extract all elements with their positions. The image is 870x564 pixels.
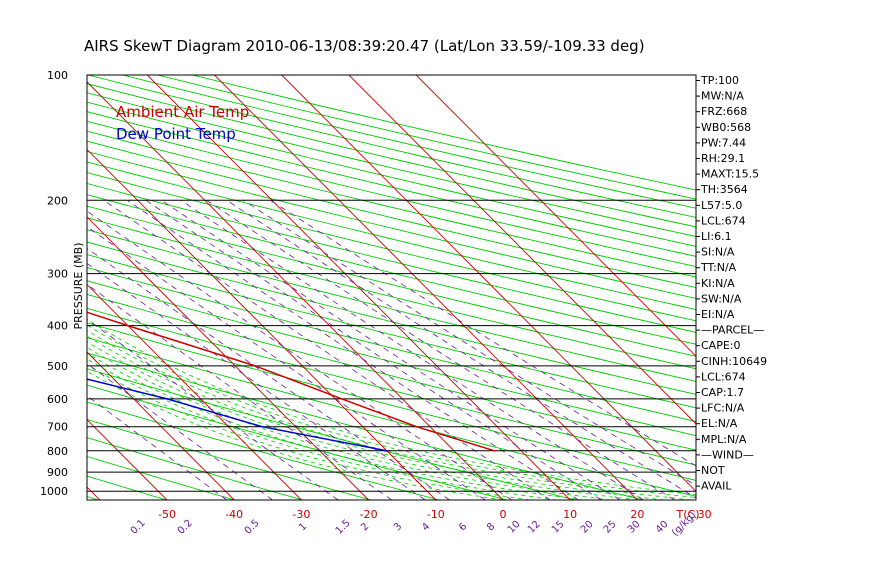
y-axis-label: PRESSURE (MB) <box>72 243 85 330</box>
bottom-temp-tick-label: 30 <box>698 508 712 521</box>
mixing-ratio-label: 0.5 <box>243 518 262 537</box>
index-entry: MW:N/A <box>701 90 744 103</box>
dry-adiabat-line <box>0 75 644 500</box>
mixing-ratio-label: 0.1 <box>129 518 148 537</box>
moist-adiabat-line <box>0 75 637 500</box>
series-point <box>341 398 343 400</box>
index-entry: MPL:N/A <box>701 433 747 446</box>
legend: Ambient Air Temp Dew Point Temp <box>116 103 249 143</box>
mixing-ratio-label: 40 <box>654 519 671 536</box>
index-entry: WB0:568 <box>701 121 751 134</box>
index-entry: LCL:674 <box>701 370 746 383</box>
pressure-tick-label: 1000 <box>40 485 68 498</box>
mixing-ratio-label: 3 <box>392 521 404 533</box>
mixing-ratio-label: 4 <box>420 521 432 533</box>
index-entry: SI:N/A <box>701 246 735 259</box>
indices-panel: TP:100 MW:N/A FRZ:668 WB0:568 PW:7.44 RH:29.1… <box>696 74 767 493</box>
index-entry: LCL:674 <box>701 214 746 227</box>
index-entry: —PARCEL— <box>701 324 764 337</box>
series-point <box>255 365 257 367</box>
mixing-ratio-label: 6 <box>457 521 469 533</box>
index-entry: LFC:N/A <box>701 402 745 415</box>
index-entry: RH:29.1 <box>701 152 745 165</box>
mixing-ratio-label: 8 <box>485 521 497 533</box>
mixing-ratio-label: 30 <box>626 519 643 536</box>
index-entry: MAXT:15.5 <box>701 168 759 181</box>
index-entry: EI:N/A <box>701 308 735 321</box>
isotherm-line <box>0 75 33 500</box>
index-entry: L57:5.0 <box>701 199 742 212</box>
dry-adiabat-line <box>0 75 30 500</box>
pressure-tick-label: 600 <box>47 393 68 406</box>
bottom-temp-tick-label: -20 <box>360 508 378 521</box>
mixing-ratio-line <box>270 200 752 500</box>
legend-entry: Dew Point Temp <box>116 125 236 143</box>
bottom-temp-tick-label: 20 <box>630 508 644 521</box>
index-entry: TH:3564 <box>700 183 748 196</box>
index-entry: LI:6.1 <box>701 230 732 243</box>
bottom-temp-tick-label: -40 <box>225 508 243 521</box>
mixing-ratio-label: 20 <box>579 519 596 536</box>
bottom-temp-tick-label: 10 <box>563 508 577 521</box>
legend-entry: Ambient Air Temp <box>116 103 249 121</box>
bottom-temp-tick-label: 0 <box>500 508 507 521</box>
mixing-ratio-label: 1 <box>297 521 309 533</box>
pressure-tick-label: 100 <box>47 69 68 82</box>
mixing-ratio-label: 10 <box>506 519 523 536</box>
pressure-tick-label: 500 <box>47 360 68 373</box>
index-entry: PW:7.44 <box>701 136 746 149</box>
mixing-ratio-line <box>181 200 644 500</box>
index-entry: NOT <box>701 464 725 477</box>
series-point <box>127 325 129 327</box>
series-point <box>386 450 388 452</box>
axis-layer: 1002003004005006007008009001000PRESSURE … <box>0 56 712 539</box>
index-entry: CAP:1.7 <box>701 386 744 399</box>
mixing-ratio-label: 15 <box>550 519 567 536</box>
series-point <box>416 426 418 428</box>
pressure-tick-label: 700 <box>47 421 68 434</box>
index-entry: TT:N/A <box>700 261 737 274</box>
dry-adiabat-line <box>192 75 870 500</box>
mixing-ratio-label: 1.5 <box>334 518 353 537</box>
mixing-ratio-label: 12 <box>526 519 543 536</box>
pressure-tick-label: 300 <box>47 268 68 281</box>
index-entry: —WIND— <box>701 448 754 461</box>
series-point <box>166 398 168 400</box>
index-entry: EL:N/A <box>701 417 738 430</box>
index-entry: CINH:10649 <box>701 355 767 368</box>
index-entry: AVAIL <box>701 480 732 493</box>
index-entry: FRZ:668 <box>701 105 747 118</box>
bottom-temp-tick-label: -10 <box>427 508 445 521</box>
series-point <box>494 450 496 452</box>
pressure-tick-label: 800 <box>47 445 68 458</box>
index-entry: KI:N/A <box>701 277 735 290</box>
mixing-ratio-label: 0.2 <box>176 518 195 537</box>
series-point <box>33 365 35 367</box>
index-entry: SW:N/A <box>701 292 742 305</box>
bottom-temp-tick-label: -50 <box>158 508 176 521</box>
index-entry: TP:100 <box>700 74 739 87</box>
mixing-ratio-label: 25 <box>602 519 619 536</box>
isotherm-line <box>416 75 839 500</box>
chart-title: AIRS SkewT Diagram 2010-06-13/08:39:20.4… <box>84 37 645 55</box>
mixing-ratio-line <box>127 200 578 500</box>
mixing-ratio-label: 2 <box>359 521 371 533</box>
bottom-temp-tick-label: -30 <box>292 508 310 521</box>
pressure-tick-label: 900 <box>47 466 68 479</box>
series-point <box>261 426 263 428</box>
pressure-tick-label: 200 <box>47 194 68 207</box>
pressure-tick-label: 400 <box>47 320 68 333</box>
index-entry: CAPE:0 <box>701 339 741 352</box>
